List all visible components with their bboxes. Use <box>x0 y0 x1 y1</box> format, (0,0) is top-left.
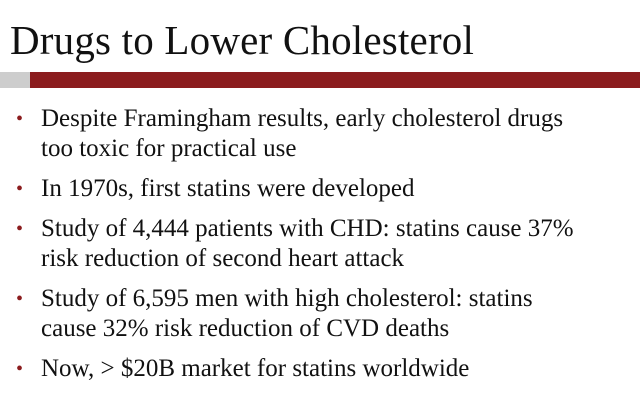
bullet-item: • In 1970s, first statins were developed <box>0 174 640 204</box>
bullet-item: • Despite Framingham results, early chol… <box>0 104 640 164</box>
bullet-icon: • <box>16 108 24 130</box>
bullet-icon: • <box>16 288 24 310</box>
bullet-text-line: cause 32% risk reduction of CVD deaths <box>41 315 450 342</box>
bullet-icon: • <box>16 178 24 200</box>
bullet-item: • Study of 6,595 men with high cholester… <box>0 284 640 344</box>
divider-bar <box>30 72 640 88</box>
bullet-text-line: In 1970s, first statins were developed <box>41 175 415 202</box>
bullet-icon: • <box>16 218 24 240</box>
bullet-text-line: too toxic for practical use <box>41 135 297 162</box>
title-divider <box>0 72 640 88</box>
bullet-item: • Now, > $20B market for statins worldwi… <box>0 354 640 384</box>
bullet-item: • Study of 4,444 patients with CHD: stat… <box>0 214 640 274</box>
bullet-text-line: Study of 6,595 men with high cholesterol… <box>41 285 533 312</box>
bullet-text-line: Now, > $20B market for statins worldwide <box>41 355 470 382</box>
bullet-icon: • <box>16 358 24 380</box>
slide-title: Drugs to Lower Cholesterol <box>10 17 475 63</box>
bullet-text-line: Study of 4,444 patients with CHD: statin… <box>41 215 574 242</box>
bullet-text-line: risk reduction of second heart attack <box>41 245 405 272</box>
bullet-text-line: Despite Framingham results, early choles… <box>41 105 564 132</box>
bullet-list: • Despite Framingham results, early chol… <box>0 104 640 384</box>
divider-stub <box>0 72 30 88</box>
